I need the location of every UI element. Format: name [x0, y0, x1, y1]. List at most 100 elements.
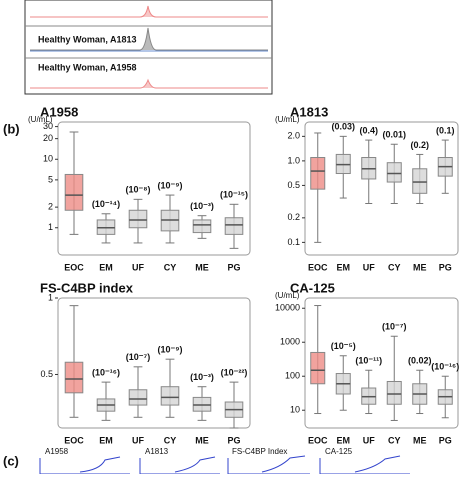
panel-a-label: Healthy Woman, A1958	[38, 62, 137, 72]
panel-label: (c)	[3, 453, 19, 468]
plot-frame	[57, 297, 251, 429]
chart-title: CA-125	[290, 280, 335, 295]
p-value: (10⁻⁷)	[382, 322, 406, 332]
panel-a-frame	[24, 0, 273, 95]
box	[386, 380, 402, 405]
panel-label: (b)	[3, 121, 20, 136]
p-value: (10⁻¹⁶)	[431, 362, 459, 372]
y-tick-label: 100	[285, 371, 300, 381]
p-value: (0.02)	[408, 356, 432, 366]
x-tick-label: CY	[388, 435, 401, 445]
curve	[319, 455, 410, 475]
p-value: (10⁻⁹)	[157, 345, 182, 355]
x-tick-label: EM	[337, 262, 351, 272]
curve	[139, 456, 220, 475]
curve	[227, 455, 310, 475]
panel-c-title: A1813	[145, 447, 169, 456]
x-tick-label: EM	[337, 435, 351, 445]
box	[160, 386, 180, 406]
y-unit: (U/mL)	[275, 115, 300, 124]
p-value: (0.03)	[331, 122, 355, 132]
y-tick-label: 0.2	[287, 212, 300, 222]
p-value: (10⁻²²)	[221, 367, 248, 377]
peak	[30, 5, 268, 18]
panel-c-title: FS-C4BP Index	[232, 447, 287, 456]
x-tick-label: PG	[227, 435, 240, 445]
box	[224, 217, 244, 235]
y-tick-label: 1	[48, 222, 53, 232]
plot-frame	[304, 121, 459, 256]
y-tick-label: 10000	[275, 303, 300, 313]
y-tick-label: 0.5	[40, 369, 53, 379]
p-value: (10⁻⁹)	[157, 180, 182, 190]
x-tick-label: EM	[99, 262, 113, 272]
x-tick-label: ME	[413, 435, 427, 445]
x-tick-label: CY	[164, 435, 177, 445]
y-tick-label: 5	[48, 174, 53, 184]
box	[192, 396, 212, 412]
y-tick-label: 1.0	[287, 155, 300, 165]
y-tick-label: 10	[290, 405, 300, 415]
p-value: (0.1)	[436, 125, 455, 135]
p-value: (10⁻⁵)	[331, 341, 356, 351]
x-tick-label: EOC	[64, 262, 84, 272]
x-tick-label: CY	[164, 262, 177, 272]
panel-a-label: Healthy Woman, A1813	[38, 34, 137, 44]
p-value: (10⁻⁷)	[126, 352, 150, 362]
x-tick-label: ME	[413, 262, 427, 272]
box	[192, 219, 212, 234]
x-tick-label: ME	[195, 262, 209, 272]
x-tick-label: UF	[363, 262, 375, 272]
p-value: (10⁻¹⁶)	[92, 367, 120, 377]
p-value: (10⁻³)	[190, 201, 214, 211]
panel-c: A1958 A1813 FS-C4BP Index CA-125	[39, 447, 410, 475]
y-tick-label: 1000	[280, 337, 300, 347]
panel-c-title: A1958	[45, 447, 69, 456]
y-tick-label: 1	[48, 292, 53, 302]
box	[386, 162, 402, 183]
x-tick-label: ME	[195, 435, 209, 445]
box	[310, 157, 326, 190]
x-tick-label: EM	[99, 435, 113, 445]
peak	[30, 27, 268, 51]
p-value: (10⁻¹⁴)	[92, 199, 120, 209]
plot-frame	[304, 297, 459, 429]
chart-title: FS-C4BP index	[40, 280, 134, 295]
plot-frame	[57, 121, 251, 256]
box	[310, 351, 326, 385]
x-tick-label: EOC	[64, 435, 84, 445]
box	[64, 361, 84, 394]
x-tick-label: UF	[132, 262, 144, 272]
box	[412, 168, 428, 194]
y-tick-label: 0.5	[287, 180, 300, 190]
x-tick-label: PG	[227, 262, 240, 272]
y-tick-label: 2.0	[287, 131, 300, 141]
x-tick-label: PG	[439, 435, 452, 445]
y-tick-label: 0.1	[287, 237, 300, 247]
y-unit: (U/mL)	[275, 291, 300, 300]
peak	[30, 78, 268, 89]
y-unit: (U/mL)	[28, 115, 53, 124]
x-tick-label: EOC	[308, 435, 328, 445]
y-tick-label: 20	[43, 133, 53, 143]
box	[128, 209, 148, 229]
chart-title: A1813	[290, 104, 328, 119]
p-value: (0.2)	[410, 140, 429, 150]
p-value: (10⁻⁸)	[125, 185, 150, 195]
panel-a: Healthy Woman, A1813 Healthy Woman, A195…	[24, 0, 273, 95]
box	[128, 389, 148, 406]
p-value: (10⁻¹⁵)	[220, 190, 248, 200]
p-value: (0.4)	[359, 125, 378, 135]
chart-title: A1958	[40, 104, 78, 119]
x-tick-label: UF	[132, 435, 144, 445]
x-tick-label: CY	[388, 262, 401, 272]
curve	[39, 456, 130, 475]
y-tick-label: 30	[43, 121, 53, 131]
p-value: (10⁻¹¹)	[355, 356, 382, 366]
y-tick-label: 2	[48, 202, 53, 212]
x-tick-label: UF	[363, 435, 375, 445]
p-value: (10⁻³)	[190, 372, 214, 382]
y-tick-label: 10	[43, 154, 53, 164]
p-value: (0.01)	[382, 130, 406, 140]
